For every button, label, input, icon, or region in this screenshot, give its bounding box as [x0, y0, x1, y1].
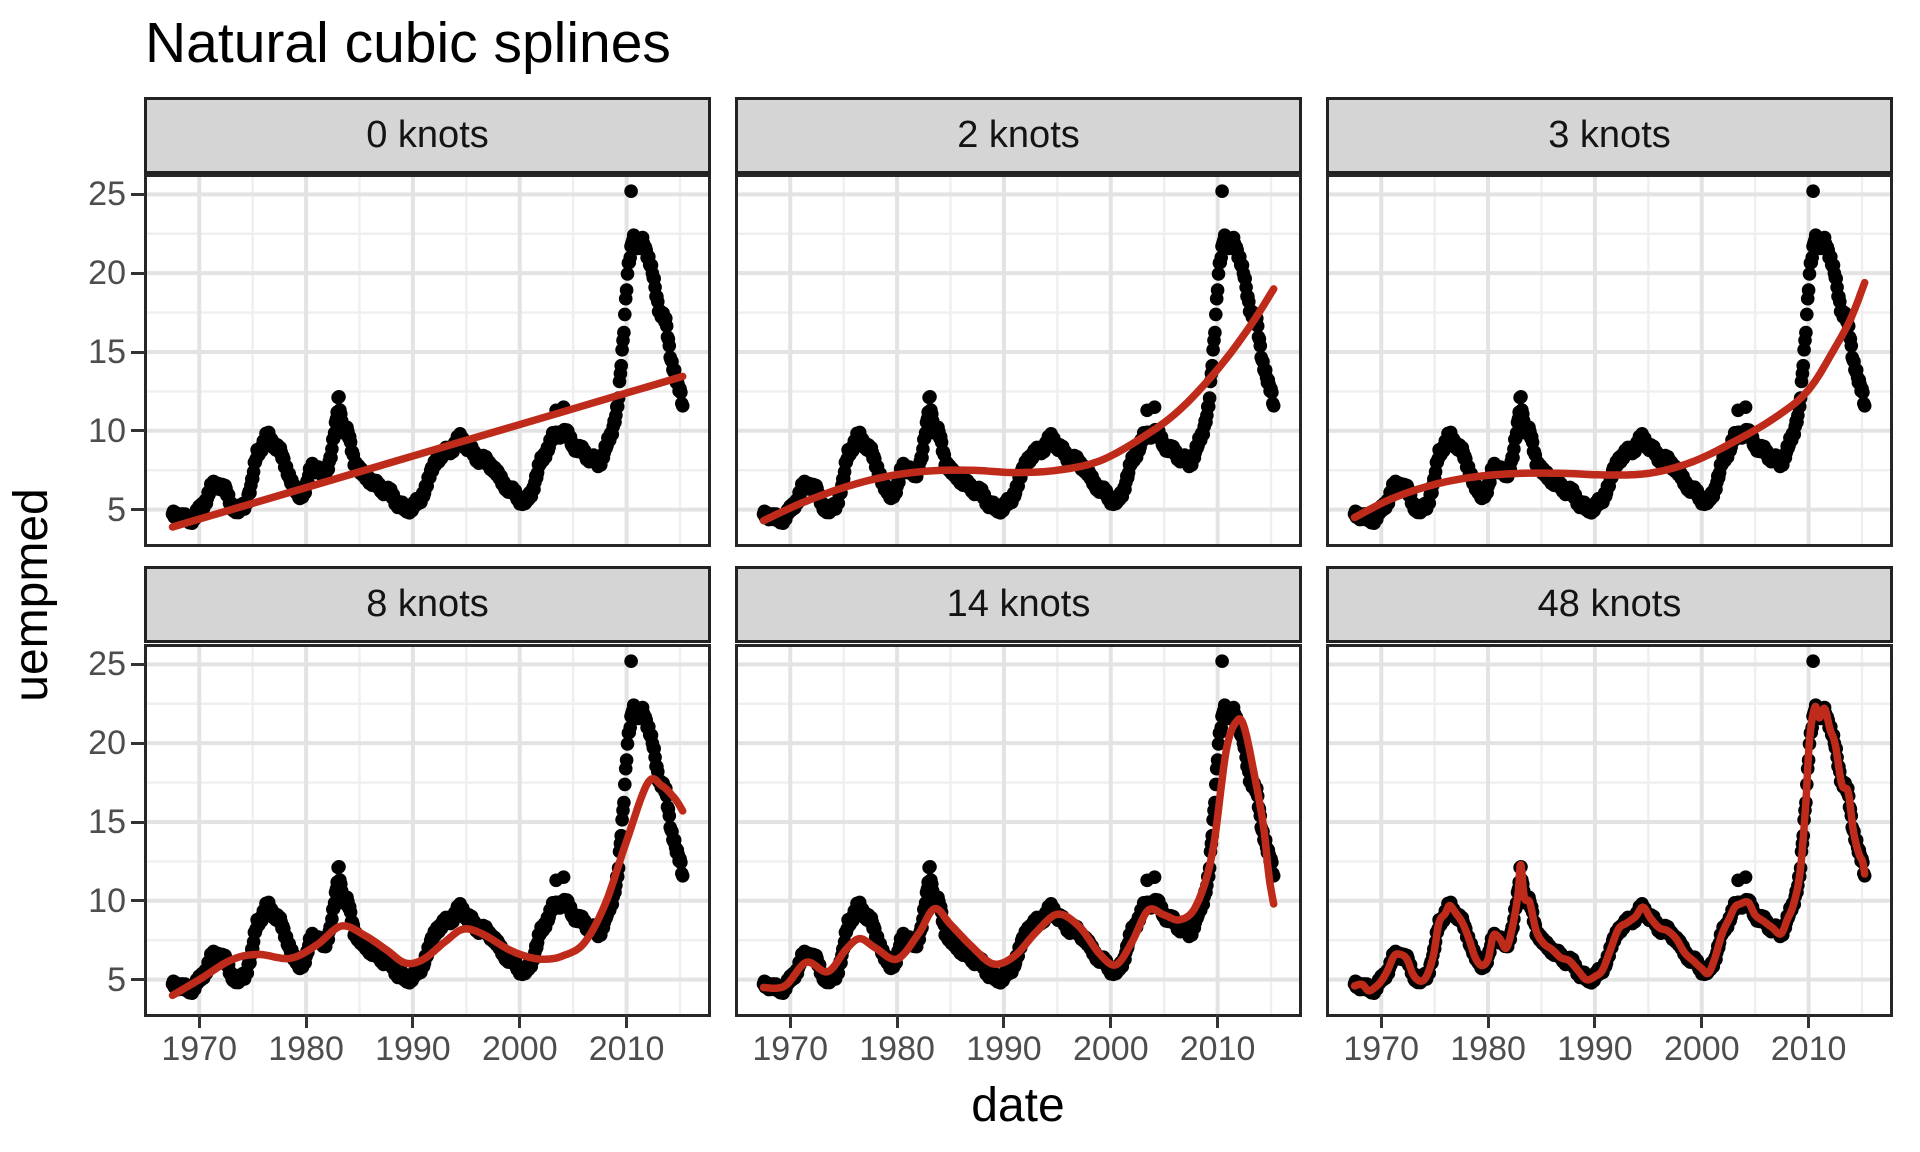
- facet-strip-14-knots: 14 knots: [735, 566, 1302, 643]
- facet-panel-48-knots: [1326, 644, 1893, 1017]
- facet-strip-8-knots: 8 knots: [144, 566, 711, 643]
- x-tick-label: 2010: [588, 1030, 665, 1068]
- facet-strip-0-knots: 0 knots: [144, 97, 711, 174]
- x-tick-label: 1990: [966, 1030, 1042, 1068]
- y-tick-mark: [131, 741, 145, 745]
- y-tick-mark: [131, 192, 145, 196]
- y-tick-label: 25: [88, 175, 126, 214]
- x-tick-label: 1970: [1343, 1030, 1419, 1068]
- facet-strip-label: 8 knots: [366, 583, 489, 625]
- facet-plot-48-knots: [1329, 647, 1890, 1014]
- facet-panel-2-knots: [735, 174, 1302, 547]
- facet-strip-label: 0 knots: [366, 114, 489, 156]
- y-tick-label: 10: [88, 411, 126, 450]
- y-tick-mark: [131, 820, 145, 824]
- x-tick-mark: [1379, 1014, 1383, 1028]
- facet-strip-label: 2 knots: [957, 114, 1080, 156]
- facet-panel-8-knots: [144, 644, 711, 1017]
- y-tick-mark: [131, 350, 145, 354]
- x-tick-mark: [1216, 1014, 1220, 1028]
- y-tick-label: 5: [107, 960, 126, 999]
- x-tick-label: 2010: [1770, 1030, 1847, 1068]
- y-tick-label: 20: [88, 724, 126, 763]
- x-axis-title: date: [971, 1079, 1065, 1132]
- x-tick-mark: [1807, 1014, 1811, 1028]
- x-tick-mark: [1486, 1014, 1490, 1028]
- facet-strip-2-knots: 2 knots: [735, 97, 1302, 174]
- x-tick-mark: [895, 1014, 899, 1028]
- x-tick-label: 2000: [481, 1030, 558, 1068]
- x-tick-mark: [625, 1014, 629, 1028]
- x-tick-mark: [1109, 1014, 1113, 1028]
- facet-panel-14-knots: [735, 644, 1302, 1017]
- facet-plot-3-knots: [1329, 177, 1890, 544]
- x-tick-mark: [1593, 1014, 1597, 1028]
- facet-plot-8-knots: [147, 647, 708, 1014]
- x-tick-label: 1980: [268, 1030, 344, 1068]
- facet-strip-label: 48 knots: [1537, 583, 1682, 625]
- y-tick-mark: [131, 899, 145, 903]
- y-tick-label: 15: [88, 803, 126, 841]
- y-tick-label: 5: [107, 490, 126, 529]
- y-tick-mark: [131, 271, 145, 275]
- y-tick-mark: [131, 662, 145, 666]
- x-tick-label: 1970: [752, 1030, 828, 1068]
- x-tick-label: 1980: [859, 1030, 935, 1068]
- x-tick-mark: [518, 1014, 522, 1028]
- x-tick-label: 2010: [1179, 1030, 1256, 1068]
- x-tick-label: 2000: [1663, 1030, 1740, 1068]
- y-tick-mark: [131, 978, 145, 982]
- facet-plot-14-knots: [738, 647, 1299, 1014]
- facet-strip-label: 3 knots: [1548, 114, 1671, 156]
- x-tick-mark: [1002, 1014, 1006, 1028]
- x-tick-label: 1970: [161, 1030, 237, 1068]
- x-tick-mark: [197, 1014, 201, 1028]
- x-tick-mark: [411, 1014, 415, 1028]
- facet-plot-0-knots: [147, 177, 708, 544]
- x-tick-label: 1980: [1450, 1030, 1526, 1068]
- y-tick-label: 20: [88, 254, 126, 293]
- y-tick-mark: [131, 508, 145, 512]
- y-tick-label: 10: [88, 881, 126, 920]
- x-tick-mark: [304, 1014, 308, 1028]
- x-tick-mark: [1700, 1014, 1704, 1028]
- y-tick-mark: [131, 429, 145, 433]
- facet-panel-3-knots: [1326, 174, 1893, 547]
- facet-strip-48-knots: 48 knots: [1326, 566, 1893, 643]
- x-tick-label: 2000: [1072, 1030, 1149, 1068]
- facet-panel-0-knots: [144, 174, 711, 547]
- x-tick-label: 1990: [1557, 1030, 1633, 1068]
- y-tick-label: 25: [88, 645, 126, 684]
- facet-strip-3-knots: 3 knots: [1326, 97, 1893, 174]
- chart-title: Natural cubic splines: [145, 11, 671, 75]
- facet-plot-2-knots: [738, 177, 1299, 544]
- x-tick-label: 1990: [375, 1030, 451, 1068]
- facet-strip-label: 14 knots: [946, 583, 1091, 625]
- y-tick-label: 15: [88, 333, 126, 371]
- x-tick-mark: [788, 1014, 792, 1028]
